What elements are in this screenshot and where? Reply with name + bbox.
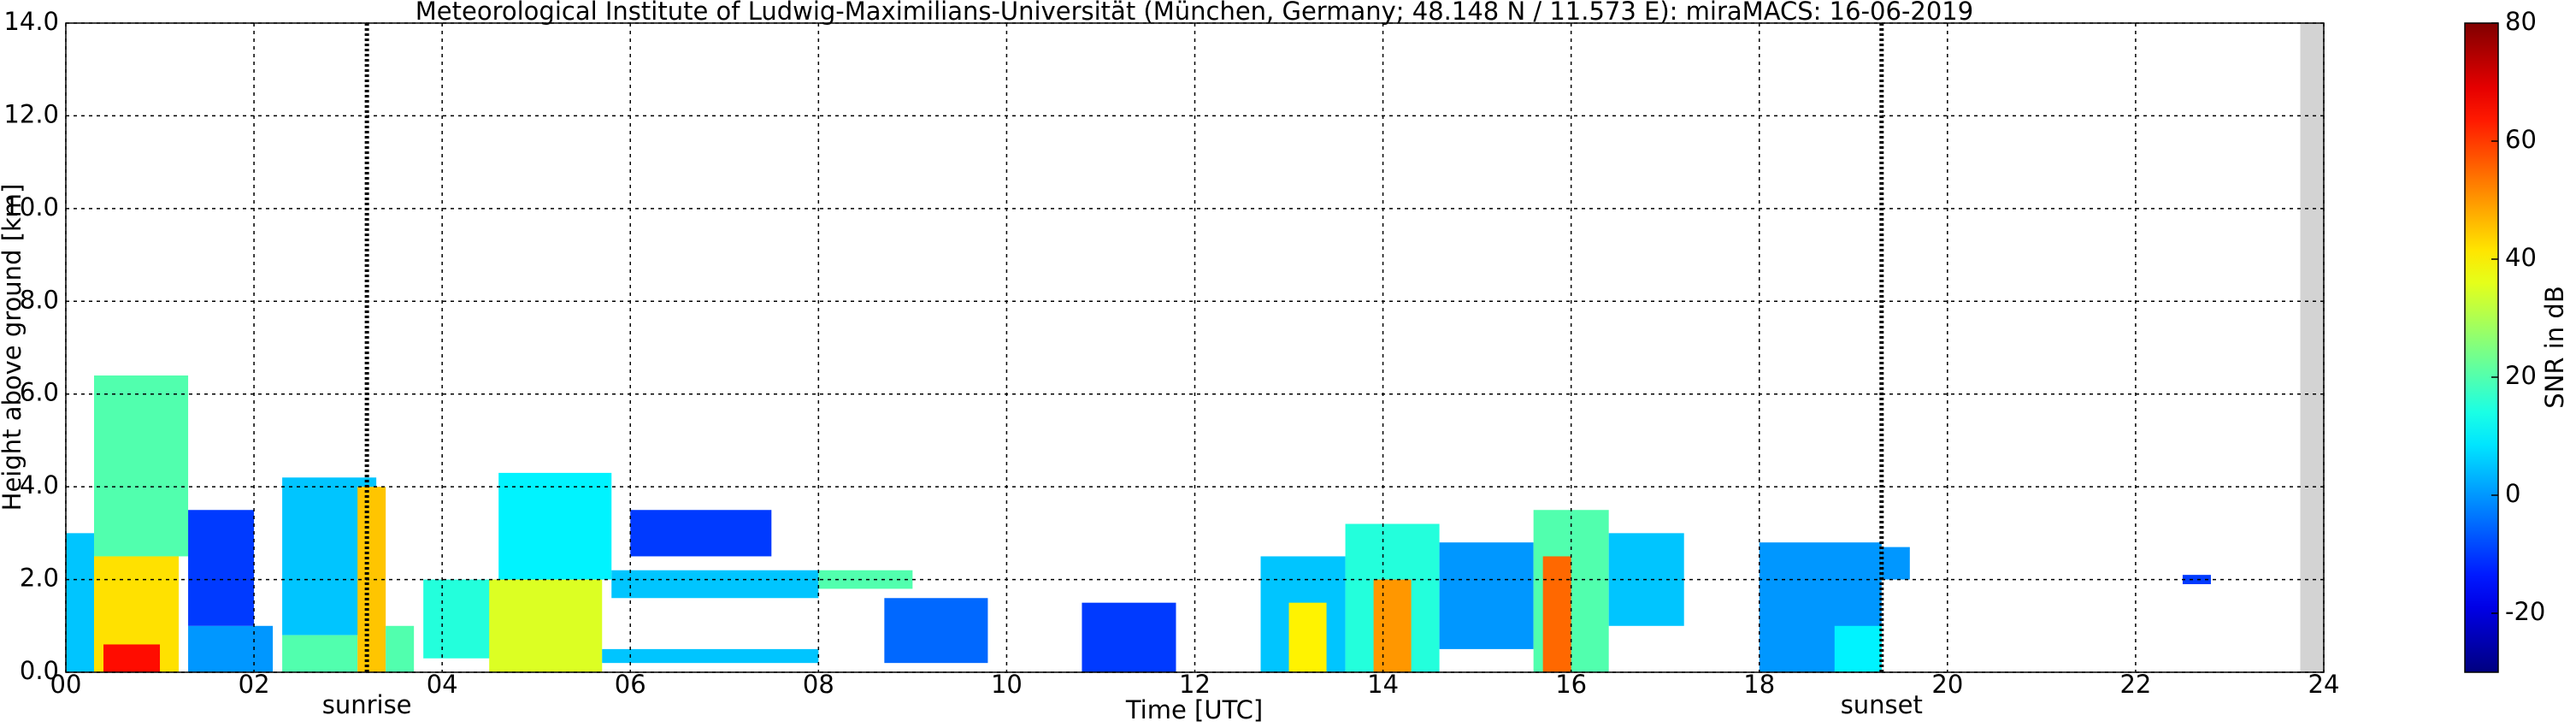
y-tick-label: 2.0: [20, 564, 59, 593]
echo-cell: [282, 635, 358, 672]
echo-cell: [1288, 602, 1327, 672]
echo-cell: [489, 579, 603, 672]
echo-cell: [94, 375, 189, 557]
echo-cell: [188, 625, 274, 672]
x-tick-label: 20: [1931, 670, 1963, 699]
colorbar-tick-label: 20: [2505, 361, 2537, 390]
x-tick-label: 00: [50, 670, 82, 699]
x-tick-label: 22: [2119, 670, 2151, 699]
echo-cell: [66, 533, 95, 672]
y-tick-label: 14.0: [3, 7, 59, 36]
echo-cell: [188, 510, 255, 626]
echo-cell: [386, 625, 415, 672]
x-tick-label: 16: [1555, 670, 1587, 699]
colorbar-tick-label: 40: [2505, 243, 2537, 272]
x-axis-label: Time [UTC]: [1125, 695, 1263, 724]
event-label: sunrise: [322, 690, 412, 719]
echo-cell: [1881, 547, 1910, 580]
y-tick-label: 8.0: [20, 285, 59, 314]
echo-cell: [2182, 575, 2211, 584]
echo-cell: [103, 644, 161, 672]
x-tick-label: 02: [239, 670, 270, 699]
echo-cell: [1542, 556, 1571, 672]
colorbar-tick-label: 80: [2505, 7, 2537, 36]
y-tick-label: 4.0: [20, 470, 59, 499]
echo-cell: [630, 510, 772, 557]
chart-title: Meteorological Institute of Ludwig-Maxim…: [416, 0, 1973, 26]
x-tick-label: 18: [1743, 670, 1775, 699]
y-tick-label: 6.0: [20, 378, 59, 407]
x-tick-label: 12: [1179, 670, 1211, 699]
echo-cell: [1834, 625, 1882, 672]
y-tick-label: 12.0: [3, 99, 59, 128]
x-tick-label: 06: [615, 670, 646, 699]
x-tick-label: 10: [991, 670, 1023, 699]
echo-cell: [357, 487, 386, 672]
y-axis-label: Height above ground [km]: [0, 184, 27, 511]
echo-cell: [1439, 542, 1534, 649]
echo-cell: [1373, 579, 1412, 672]
echo-cell: [498, 472, 612, 580]
colorbar-tick-label: 0: [2505, 479, 2520, 508]
colorbar-tick-label: -20: [2505, 597, 2545, 626]
x-tick-label: 14: [1367, 670, 1399, 699]
echo-cell: [1082, 602, 1176, 672]
no-data-region: [2300, 23, 2324, 672]
echo-cell: [884, 598, 988, 664]
colorbar-tick-label: 60: [2505, 125, 2537, 154]
event-label: sunset: [1841, 690, 1923, 719]
x-tick-label: 08: [803, 670, 834, 699]
plot-frame: [65, 22, 2325, 673]
x-tick-label: 04: [427, 670, 458, 699]
y-tick-label: 10.0: [3, 192, 59, 222]
x-tick-label: 24: [2308, 670, 2340, 699]
y-tick-label: 0.0: [20, 656, 59, 685]
echo-cell: [611, 570, 819, 599]
colorbar-label: SNR in dB: [2540, 286, 2569, 408]
echo-cell: [602, 648, 819, 664]
echo-cell: [818, 570, 913, 589]
colorbar: [2464, 22, 2499, 673]
